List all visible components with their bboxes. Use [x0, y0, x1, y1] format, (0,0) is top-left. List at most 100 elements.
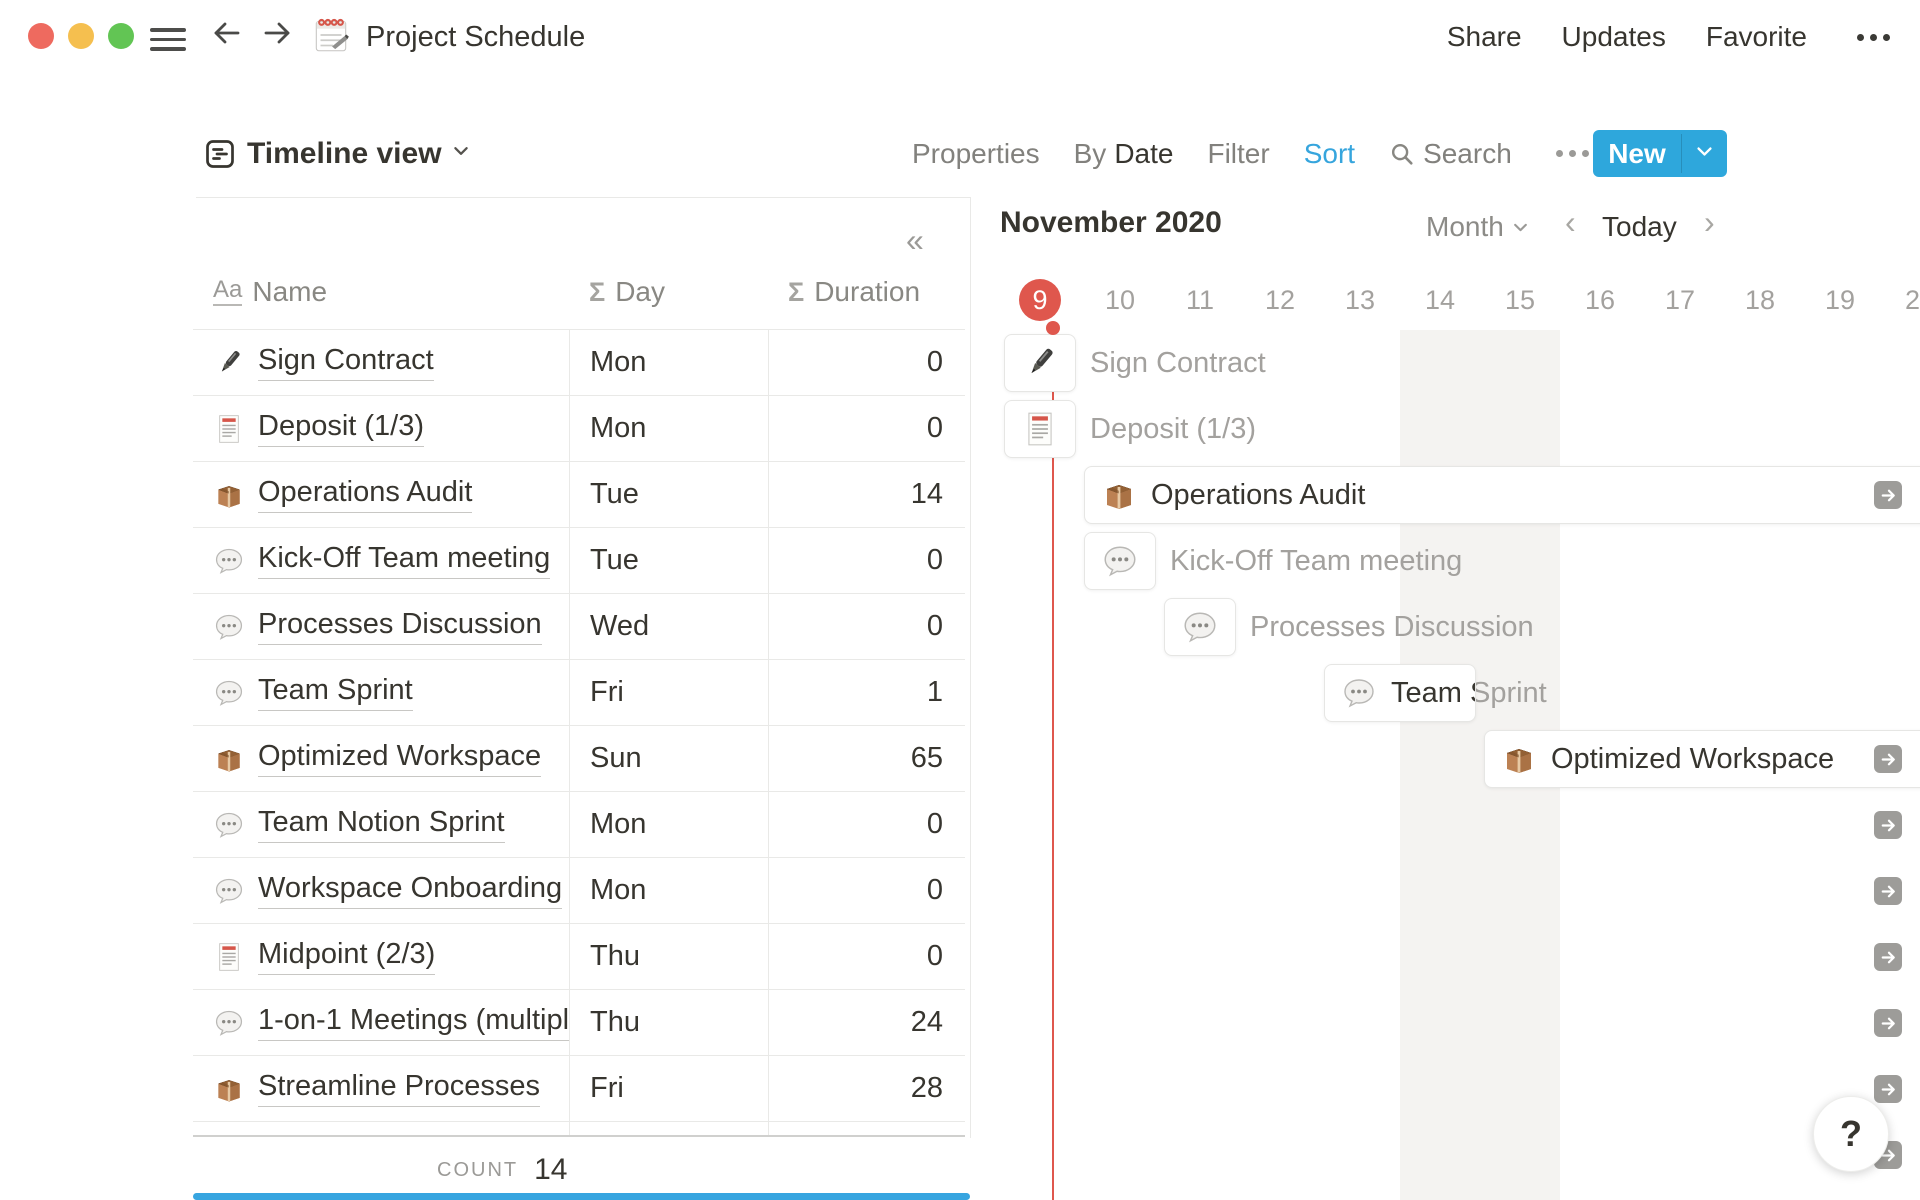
sidebar-menu-icon[interactable] [150, 22, 186, 57]
cell-duration[interactable]: 0 [768, 924, 965, 989]
cell-duration[interactable]: 14 [768, 462, 965, 527]
day-label[interactable]: 11 [1185, 285, 1215, 315]
today-date-badge[interactable]: 9 [1019, 279, 1061, 321]
timeline-zoom-select[interactable]: Month [1426, 211, 1529, 243]
cell-name[interactable]: Kick-Off Team meeting [193, 528, 569, 593]
horizontal-scrollbar[interactable] [193, 1193, 970, 1200]
cell-duration[interactable]: 1 [768, 660, 965, 725]
cell-name[interactable]: Midpoint (2/3) [193, 924, 569, 989]
day-label[interactable]: 19 [1824, 285, 1856, 315]
page-title[interactable]: Project Schedule [366, 21, 586, 53]
toolbar-item-filter[interactable]: Filter [1207, 137, 1270, 169]
cell-day[interactable]: Mon [569, 396, 768, 461]
minimize-window-button[interactable] [68, 23, 94, 49]
open-page-button[interactable] [1874, 1075, 1902, 1103]
chevron-down-icon[interactable] [1682, 130, 1727, 177]
cell-duration[interactable]: 0 [768, 528, 965, 593]
open-page-button[interactable] [1874, 481, 1902, 509]
timeline-card[interactable] [1164, 598, 1236, 656]
collapse-table-icon[interactable]: « [906, 222, 924, 258]
cell-day[interactable]: Fri [569, 1056, 768, 1121]
cell-day[interactable]: Mon [569, 330, 768, 395]
table-row: Deposit (1/3) Mon 0 [193, 396, 965, 462]
cell-name[interactable]: Optimized Workspace [193, 726, 569, 791]
topbar-action-favorite[interactable]: Favorite [1705, 21, 1807, 52]
cell-name[interactable]: Deposit (1/3) [193, 396, 569, 461]
timeline-card[interactable] [1004, 334, 1076, 392]
new-button[interactable]: New [1593, 130, 1727, 177]
open-page-button[interactable] [1874, 1009, 1902, 1037]
topbar-actions: Share Updates Favorite [1447, 21, 1890, 53]
timeline-card[interactable] [1084, 532, 1156, 590]
cell-day[interactable]: Fri [569, 660, 768, 725]
cell-day[interactable]: Sun [569, 726, 768, 791]
topbar-action-updates[interactable]: Updates [1561, 21, 1666, 52]
cell-name[interactable]: Operations Audit [193, 462, 569, 527]
timeline-next-button[interactable]: › [1704, 204, 1715, 240]
day-label[interactable]: 20 [1904, 285, 1920, 315]
cell-day[interactable]: Tue [569, 462, 768, 527]
cell-day[interactable]: Mon [569, 792, 768, 857]
column-header-day[interactable]: Σ Day [589, 276, 665, 307]
cell-day[interactable]: Wed [569, 594, 768, 659]
cell-day[interactable]: Mon [569, 858, 768, 923]
close-window-button[interactable] [28, 23, 54, 49]
cell-duration[interactable]: 0 [768, 858, 965, 923]
timeline-bar[interactable]: Team Sprint [1324, 664, 1476, 722]
open-page-button[interactable] [1874, 877, 1902, 905]
cell-duration[interactable]: 0 [768, 396, 965, 461]
timeline-prev-button[interactable]: ‹ [1565, 204, 1576, 240]
open-page-button[interactable] [1874, 745, 1902, 773]
back-arrow-icon[interactable] [210, 16, 244, 50]
toolbar-item-search[interactable]: Search [1389, 138, 1512, 170]
cell-day[interactable]: Thu [569, 990, 768, 1055]
cell-duration[interactable]: 65 [768, 726, 965, 791]
cell-day[interactable]: Tue [569, 528, 768, 593]
topbar-action-share[interactable]: Share [1446, 21, 1522, 52]
cell-name[interactable]: 1-on-1 Meetings (multiple [193, 990, 569, 1055]
forward-arrow-icon[interactable] [260, 16, 294, 50]
day-label[interactable]: 12 [1264, 285, 1296, 315]
cell-day[interactable]: Thu [569, 924, 768, 989]
cell-name[interactable]: Sign Contract [193, 330, 569, 395]
cell-name[interactable]: Streamline Processes [193, 1056, 569, 1121]
package-icon [213, 479, 245, 511]
table-row: Sign Contract Mon 0 [193, 330, 965, 396]
timeline-today-button[interactable]: Today [1602, 211, 1677, 242]
cell-duration[interactable]: 0 [768, 330, 965, 395]
cell-duration[interactable]: 0 [768, 792, 965, 857]
table-row: Optimized Workspace Sun 65 [193, 726, 965, 792]
day-label[interactable]: 15 [1504, 285, 1536, 315]
column-header-name[interactable]: Aa Name [213, 276, 328, 307]
cell-duration[interactable]: 0 [768, 594, 965, 659]
view-switcher[interactable]: Timeline view [205, 130, 470, 177]
toolbar-more-icon[interactable] [1555, 150, 1589, 157]
help-button[interactable]: ? [1813, 1096, 1889, 1172]
cell-duration[interactable]: 24 [768, 990, 965, 1055]
day-label[interactable]: 17 [1664, 285, 1696, 315]
day-label[interactable]: 16 [1584, 285, 1616, 315]
open-page-button[interactable] [1874, 811, 1902, 839]
day-label[interactable]: 13 [1344, 285, 1376, 315]
new-button-label[interactable]: New [1608, 137, 1666, 169]
cell-name[interactable]: Team Sprint [193, 660, 569, 725]
cell-name[interactable]: Workspace Onboarding [193, 858, 569, 923]
toolbar-item-sort[interactable]: Sort [1303, 137, 1356, 169]
more-options-icon[interactable] [1857, 33, 1890, 41]
toolbar-item-by[interactable]: By Date [1073, 137, 1174, 169]
cell-name[interactable]: Team Notion Sprint [193, 792, 569, 857]
timeline-bar[interactable]: Operations Audit [1084, 466, 1920, 524]
day-label[interactable]: 14 [1424, 285, 1456, 315]
column-header-duration[interactable]: Σ Duration [788, 276, 921, 307]
cell-duration[interactable]: 28 [768, 1056, 965, 1121]
day-label[interactable]: 18 [1744, 285, 1776, 315]
day-label[interactable]: 10 [1104, 285, 1136, 315]
open-page-button[interactable] [1874, 943, 1902, 971]
timeline-card[interactable] [1004, 400, 1076, 458]
cell-name[interactable]: Processes Discussion [193, 594, 569, 659]
timeline-bar[interactable]: Optimized Workspace [1484, 730, 1920, 788]
zoom-window-button[interactable] [108, 23, 134, 49]
table-footer-count[interactable]: COUNT 14 [437, 1148, 567, 1192]
table-body: Sign Contract Mon 0 Deposit (1/3) Mon 0 Operat… [193, 329, 965, 1137]
toolbar-item-properties[interactable]: Properties [912, 137, 1040, 169]
